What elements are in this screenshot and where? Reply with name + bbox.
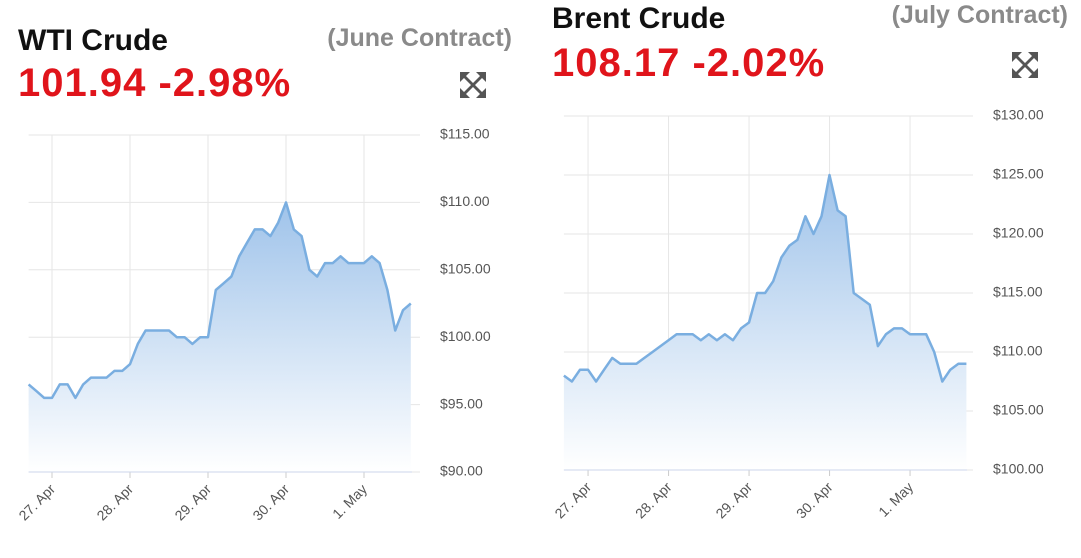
price-line: [27, 201, 412, 400]
chart-subtitle: (June Contract): [327, 24, 512, 52]
x-tick-label: 1. May: [329, 481, 370, 522]
y-tick-label: $100.00: [993, 461, 1044, 477]
x-tick-label: 27. Apr: [551, 479, 594, 522]
area-fill: [28, 202, 411, 472]
y-tick-label: $95.00: [440, 395, 483, 411]
x-tick-label: 1. May: [875, 479, 916, 520]
y-tick-label: $90.00: [440, 463, 483, 479]
x-tick-label: 29. Apr: [712, 479, 755, 522]
expand-icon[interactable]: [458, 70, 488, 100]
y-tick-label: $110.00: [440, 193, 490, 209]
y-tick-label: $115.00: [993, 284, 1043, 300]
y-tick-label: $105.00: [440, 261, 491, 277]
x-tick-label: 28. Apr: [93, 481, 136, 524]
chart-title: Brent Crude: [552, 2, 725, 35]
chart-subtitle: (July Contract): [892, 1, 1068, 29]
price-annotation: 108.17 -2.02%: [552, 41, 825, 85]
chart-title: WTI Crude: [18, 24, 168, 57]
price-annotation: 101.94 -2.98%: [18, 61, 291, 105]
y-tick-label: $120.00: [993, 225, 1044, 241]
x-tick-label: 30. Apr: [793, 479, 836, 522]
price-line: [563, 173, 967, 383]
y-tick-label: $110.00: [993, 343, 1043, 359]
expand-icon[interactable]: [1010, 50, 1040, 80]
x-tick-label: 29. Apr: [171, 481, 214, 524]
y-tick-label: $105.00: [993, 402, 1044, 418]
y-tick-label: $130.00: [993, 107, 1044, 123]
y-tick-label: $100.00: [440, 328, 491, 344]
y-tick-label: $125.00: [993, 166, 1044, 182]
area-fill: [563, 175, 967, 470]
x-tick-label: 28. Apr: [632, 479, 675, 522]
x-tick-label: 27. Apr: [15, 481, 58, 524]
x-tick-label: 30. Apr: [249, 481, 292, 524]
y-tick-label: $115.00: [440, 126, 490, 142]
